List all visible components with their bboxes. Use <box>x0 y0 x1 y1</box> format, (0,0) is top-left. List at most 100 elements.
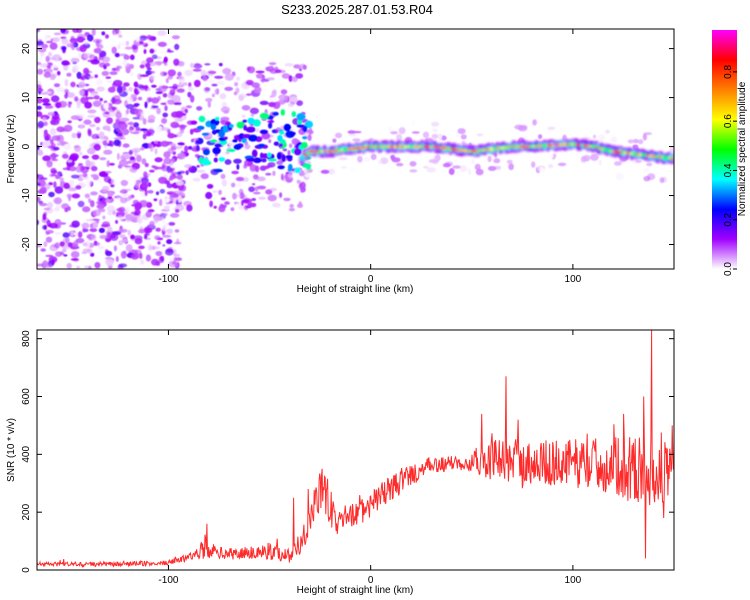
heatmap-cell <box>293 64 302 69</box>
heatmap-cell <box>79 44 87 53</box>
heatmap-cell <box>289 204 294 208</box>
heatmap-cell <box>61 46 67 51</box>
heatmap-cell <box>531 161 536 168</box>
heatmap-cell <box>440 135 447 141</box>
heatmap-cell <box>82 172 88 178</box>
heatmap-cell <box>46 40 53 44</box>
heatmap-cell <box>104 111 110 115</box>
heatmap-cell <box>251 82 260 88</box>
heatmap-cell <box>66 43 76 48</box>
heatmap-cell <box>300 185 304 193</box>
colorbar-tick-label: 0.8 <box>723 64 734 78</box>
heatmap-cell <box>117 128 125 135</box>
heatmap-cell <box>42 103 52 106</box>
heatmap-cell <box>90 165 98 172</box>
heatmap-cell <box>168 260 178 268</box>
heatmap-cell <box>175 111 184 119</box>
heatmap-cell <box>119 117 130 122</box>
heatmap-cell <box>642 169 651 174</box>
heatmap-cell <box>261 132 271 140</box>
heatmap-cell <box>265 189 273 195</box>
heatmap-cell <box>423 165 429 169</box>
colorbar-tick-label: 0.4 <box>723 163 734 177</box>
heatmap-cell <box>83 119 92 125</box>
heatmap-cell <box>109 162 115 166</box>
heatmap-cell <box>471 159 475 165</box>
heatmap-cell <box>614 161 622 166</box>
heatmap-cell <box>70 229 74 237</box>
heatmap-cell <box>104 62 111 67</box>
heatmap-cell <box>155 191 160 196</box>
heatmap-cell <box>89 228 98 233</box>
heatmap-cell <box>235 87 240 94</box>
heatmap-cell <box>297 203 303 208</box>
heatmap-cell <box>81 222 90 229</box>
heatmap-cell <box>213 168 223 173</box>
heatmap-cell <box>209 79 215 85</box>
heatmap-cell <box>82 227 86 233</box>
heatmap-cell <box>259 100 269 106</box>
heatmap-cell <box>290 131 296 136</box>
heatmap-cell <box>176 180 184 186</box>
heatmap-cell <box>268 62 277 66</box>
heatmap-cell <box>154 157 163 163</box>
heatmap-cell <box>186 204 193 212</box>
heatmap-cell <box>222 124 228 133</box>
heatmap-cell <box>129 54 135 61</box>
heatmap-cell <box>327 168 335 175</box>
heatmap-cell <box>42 213 47 221</box>
heatmap-cell <box>131 253 141 259</box>
heatmap-cell <box>176 171 182 175</box>
heatmap-cell <box>460 134 467 140</box>
heatmap-cell <box>43 121 48 127</box>
heatmap-cell <box>106 160 110 168</box>
heatmap-cell <box>162 234 172 238</box>
heatmap-cell <box>220 120 225 124</box>
heatmap-cell <box>111 177 117 185</box>
heatmap-cell <box>105 258 114 266</box>
heatmap-cell <box>192 177 201 182</box>
heatmap-cell <box>72 29 79 33</box>
heatmap-cell <box>155 250 163 257</box>
heatmap-cell <box>46 160 53 168</box>
heatmap-cell <box>539 166 544 174</box>
heatmap-cell <box>110 184 115 188</box>
heatmap-cell <box>200 173 209 180</box>
colorbar-gradient <box>712 30 737 269</box>
heatmap-cell <box>52 54 62 62</box>
heatmap-cell <box>151 54 158 60</box>
heatmap-cell <box>220 106 230 113</box>
heatmap-cell <box>250 113 255 118</box>
heatmap-cell <box>51 158 59 162</box>
heatmap-cell <box>141 85 149 90</box>
heatmap-cell <box>615 172 624 180</box>
heatmap-cell <box>145 254 151 262</box>
heatmap-cell <box>128 195 133 200</box>
heatmap-cell <box>320 169 330 174</box>
heatmap-cell <box>218 130 225 138</box>
heatmap-cell <box>184 164 192 169</box>
heatmap-trace-cell <box>670 157 674 160</box>
heatmap-cell <box>168 222 176 226</box>
heatmap-cell <box>341 166 348 169</box>
heatmap-cell <box>224 201 230 205</box>
heatmap-cell <box>114 52 120 58</box>
heatmap-cell <box>163 205 170 211</box>
heatmap-cell <box>187 91 192 98</box>
heatmap-cell <box>154 166 164 170</box>
heatmap-cell <box>256 176 266 182</box>
heatmap-cell <box>39 186 47 194</box>
heatmap-cell <box>49 74 56 81</box>
heatmap-cell <box>96 126 100 131</box>
snr-series-line <box>37 330 674 568</box>
heatmap-cell <box>206 183 214 189</box>
heatmap-cell <box>65 237 70 244</box>
heatmap-cell <box>288 143 293 149</box>
heatmap-cell <box>475 168 484 176</box>
heatmap-cell <box>54 197 62 205</box>
heatmap-cell <box>231 98 236 105</box>
heatmap-cell <box>232 139 238 143</box>
heatmap-cell <box>202 148 210 156</box>
heatmap-frame <box>36 28 675 270</box>
